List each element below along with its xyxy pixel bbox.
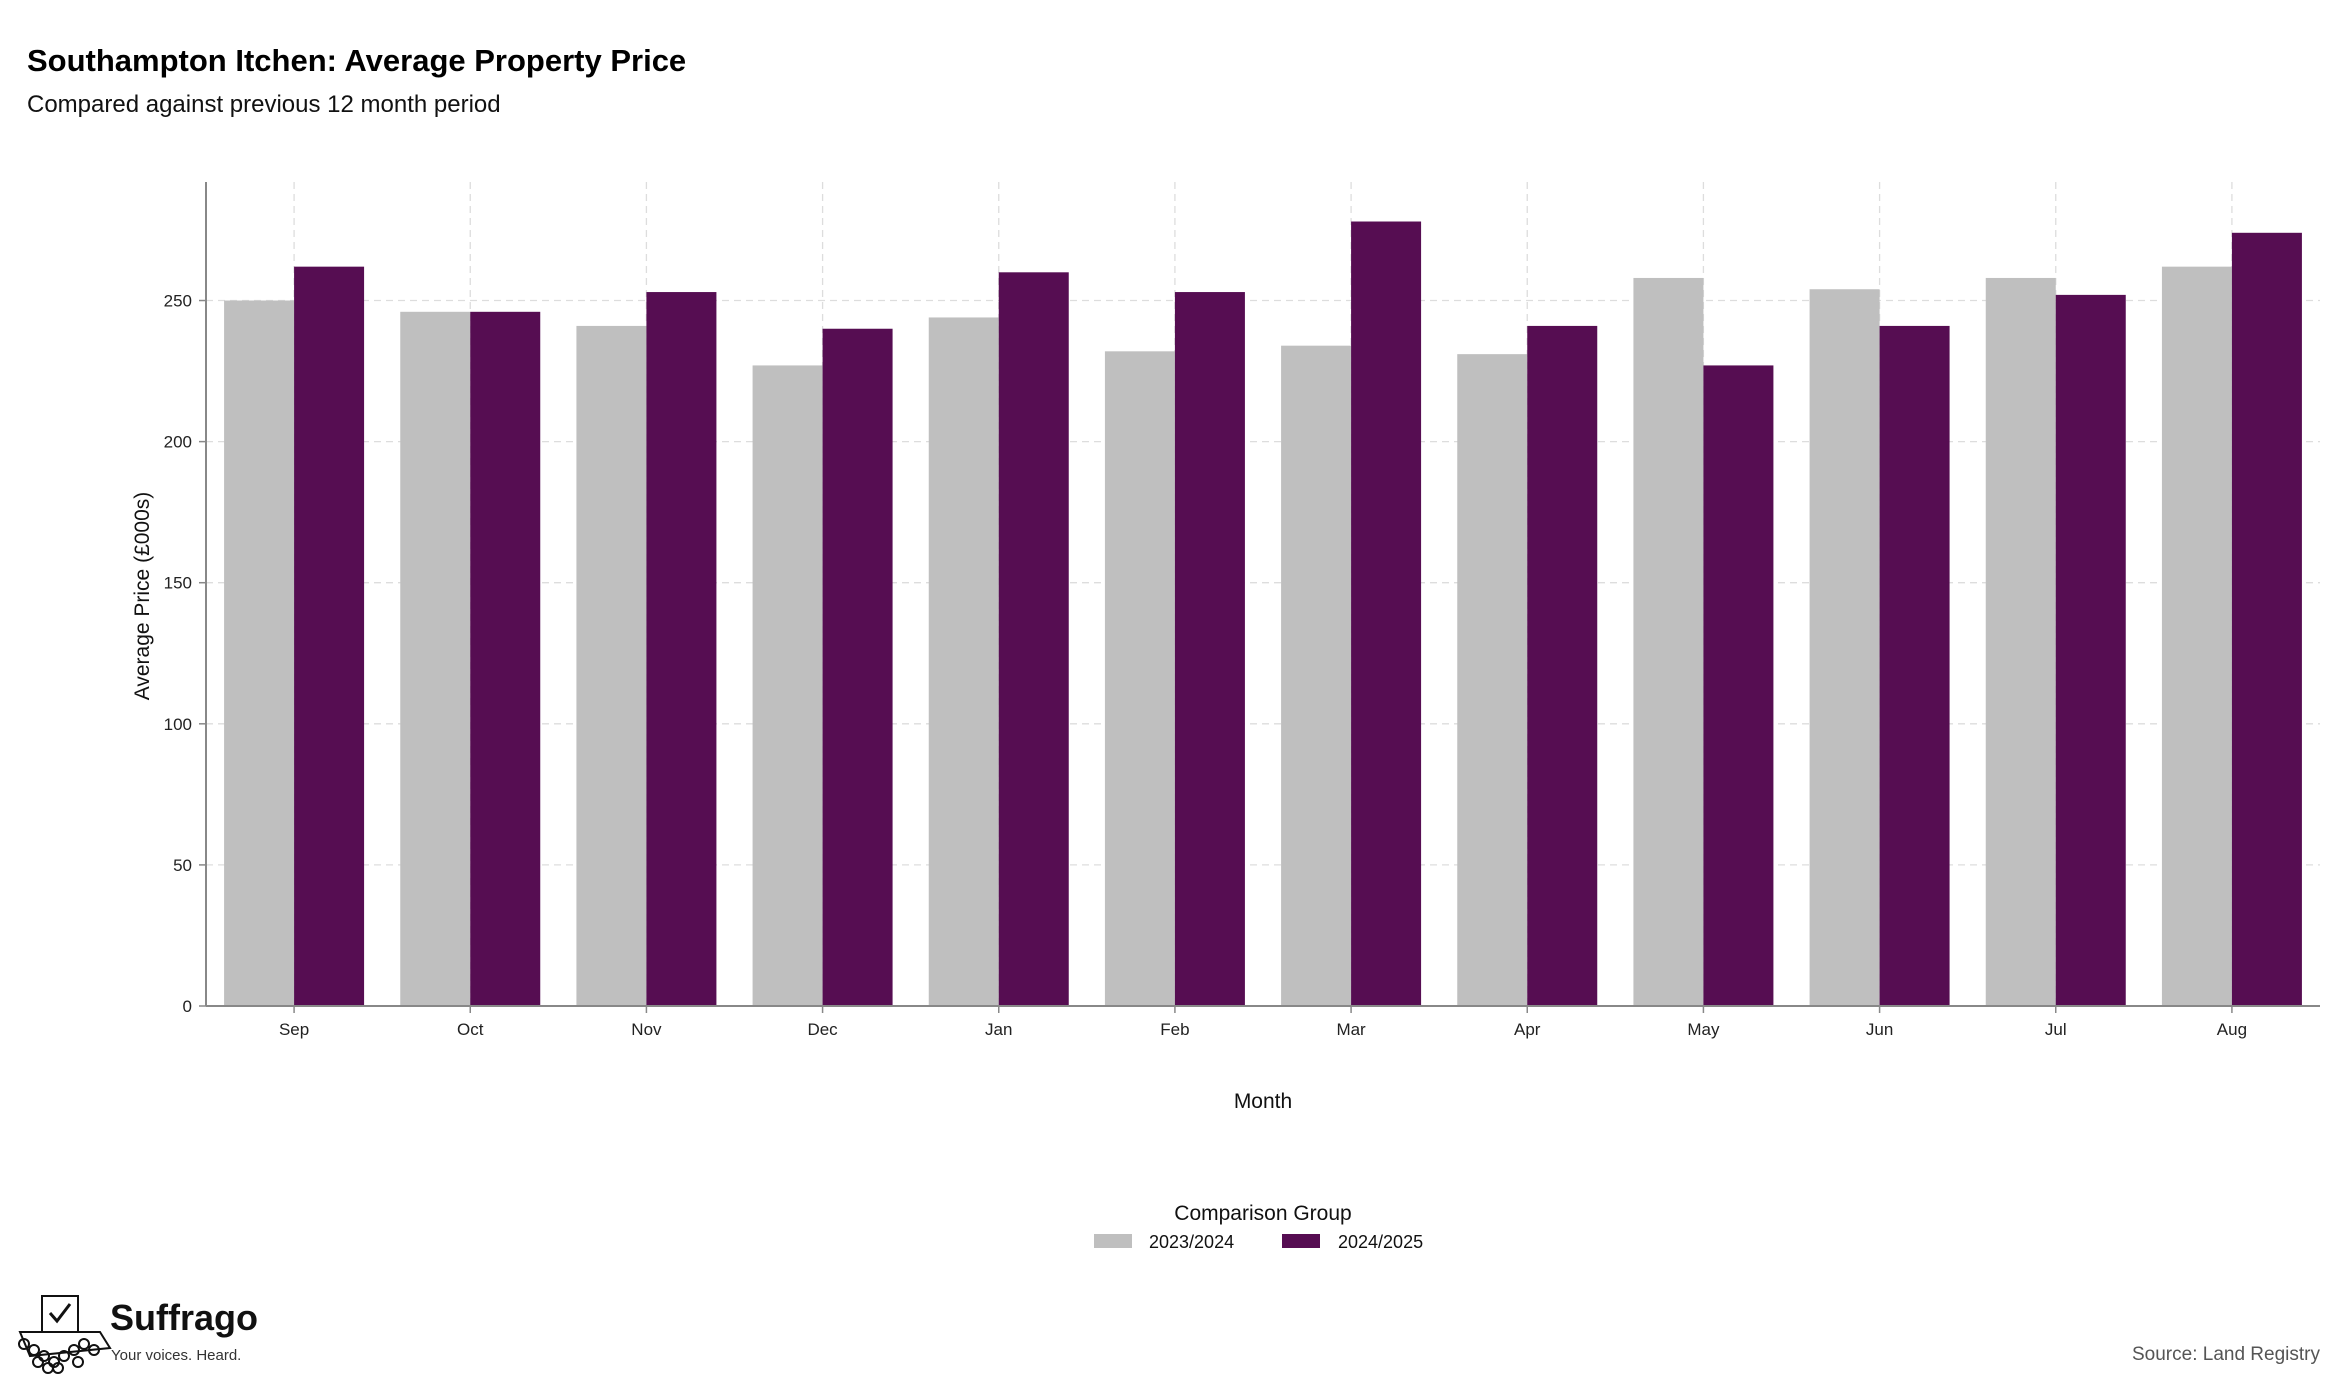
x-tick-label-sep: Sep <box>279 1020 309 1039</box>
bar-2023-2024-jul <box>1985 277 2056 1006</box>
bar-2024-2025-jul <box>2055 294 2126 1006</box>
y-tick-label: 50 <box>173 856 192 875</box>
y-tick-label: 200 <box>164 433 192 452</box>
bar-2024-2025-sep <box>294 266 365 1006</box>
bar-2024-2025-apr <box>1527 325 1598 1006</box>
bar-2024-2025-jun <box>1879 325 1950 1006</box>
legend-title: Comparison Group <box>1174 1202 1351 1225</box>
brand-logo: Suffrago Your voices. Heard. <box>18 1295 258 1374</box>
legend-label-2023-2024: 2023/2024 <box>1149 1232 1234 1252</box>
x-tick-label-apr: Apr <box>1514 1020 1541 1039</box>
bar-2023-2024-jun <box>1809 289 1880 1006</box>
chart-title: Southampton Itchen: Average Property Pri… <box>27 43 686 78</box>
bar-2023-2024-mar <box>1281 345 1352 1006</box>
bar-2023-2024-may <box>1633 277 1704 1006</box>
bar-2023-2024-dec <box>752 365 823 1006</box>
bar-2024-2025-dec <box>822 328 893 1006</box>
y-tick-label: 250 <box>164 292 192 311</box>
x-ticks: Sep Oct Nov Dec Jan Feb Mar Apr May Jun Jul Aug <box>279 1006 2247 1039</box>
legend-swatch-2024-2025 <box>1282 1234 1320 1248</box>
y-axis-label: Average Price (£000s) <box>131 492 154 701</box>
bar-2023-2024-nov <box>576 325 647 1006</box>
source-note: Source: Land Registry <box>2132 1344 2320 1365</box>
bar-2024-2025-mar <box>1351 221 1422 1007</box>
y-tick-label: 150 <box>164 574 192 593</box>
bar-2023-2024-sep <box>224 300 295 1007</box>
bar-2024-2025-aug <box>2231 232 2302 1006</box>
bar-2023-2024-jan <box>928 317 999 1007</box>
legend-label-2024-2025: 2024/2025 <box>1338 1232 1423 1252</box>
x-tick-label-dec: Dec <box>807 1020 838 1039</box>
y-ticks: 0 50 100 150 200 250 <box>164 292 206 1016</box>
x-tick-label-may: May <box>1687 1020 1720 1039</box>
bar-2024-2025-oct <box>470 311 541 1006</box>
bar-2023-2024-aug <box>2161 266 2232 1006</box>
x-tick-label-jul: Jul <box>2045 1020 2067 1039</box>
bar-2023-2024-oct <box>400 311 471 1006</box>
ballot-box-icon <box>18 1295 112 1374</box>
x-axis-label: Month <box>1234 1090 1292 1113</box>
y-tick-label: 0 <box>183 997 192 1016</box>
chart-subtitle: Compared against previous 12 month perio… <box>27 91 501 118</box>
bar-2024-2025-nov <box>646 292 717 1006</box>
brand-tagline: Your voices. Heard. <box>111 1347 241 1364</box>
brand-name: Suffrago <box>110 1297 258 1338</box>
x-tick-label-mar: Mar <box>1336 1020 1366 1039</box>
bar-2024-2025-jan <box>998 272 1069 1006</box>
bar-2024-2025-feb <box>1174 292 1245 1006</box>
bar-2023-2024-feb <box>1104 351 1175 1006</box>
x-tick-label-jan: Jan <box>985 1020 1012 1039</box>
x-tick-label-aug: Aug <box>2217 1020 2247 1039</box>
y-tick-label: 100 <box>164 715 192 734</box>
x-tick-label-jun: Jun <box>1866 1020 1893 1039</box>
bars <box>224 221 2302 1007</box>
x-tick-label-oct: Oct <box>457 1020 484 1039</box>
x-tick-label-nov: Nov <box>631 1020 662 1039</box>
bar-2024-2025-may <box>1703 365 1774 1006</box>
x-tick-label-feb: Feb <box>1160 1020 1189 1039</box>
legend-swatch-2023-2024 <box>1094 1234 1132 1248</box>
legend: Comparison Group 2023/2024 2024/2025 <box>1094 1202 1423 1252</box>
bar-2023-2024-apr <box>1457 354 1528 1007</box>
